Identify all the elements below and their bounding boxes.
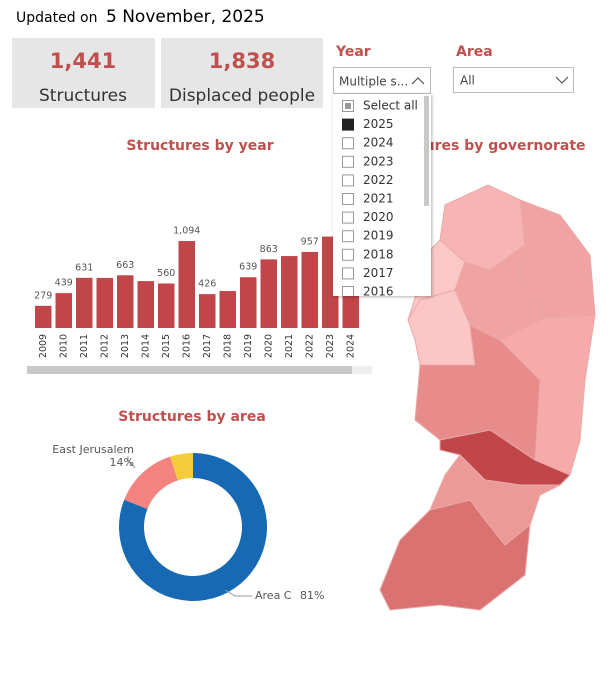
x-tick-label: 2019 [243,334,254,358]
slicer-title: Area [456,44,493,60]
leader-line [224,589,252,597]
slicer-title: Year [335,44,371,60]
x-tick-label: 2013 [120,334,131,358]
bar [137,281,154,328]
x-tick-label: 2015 [161,334,172,358]
list-item: 2021 [363,192,394,206]
x-tick-label: 2023 [325,334,336,358]
list-scrollbar[interactable] [424,96,429,206]
donut-slice [124,456,178,509]
leader-line [127,456,136,469]
updated-label: Updated on [16,10,97,26]
checkbox[interactable] [342,286,354,298]
list-item: 2016 [363,285,394,299]
list-item: 2024 [363,136,394,150]
region[interactable] [379,499,531,611]
list-item: Select all [363,99,418,113]
bar [158,283,175,328]
list-item: 2025 [363,117,394,131]
x-tick-label: 2011 [79,334,90,358]
bar [219,291,236,328]
checkbox-partial [345,103,351,109]
chevron [555,76,569,84]
bar [240,277,257,328]
bar [301,251,318,328]
x-tick-label: 2021 [284,334,295,358]
x-tick-label: 2022 [304,334,315,358]
x-tick-label: 2017 [202,334,213,358]
bar-title: Structures by year [126,138,273,154]
dropdown-value: All [460,74,475,88]
checkbox[interactable] [342,267,354,280]
bar [260,259,277,328]
x-tick-label: 2018 [222,334,233,358]
checkbox[interactable] [342,211,354,224]
list-items: Select all 2025 2024 2023 2022 2021 2020 2019 20… [342,99,418,299]
card-label: Displaced people [169,86,315,106]
dropdown[interactable] [333,67,431,94]
data-label: 279 [34,290,52,301]
data-label: 631 [75,262,93,273]
checkbox[interactable] [342,193,354,205]
list-item: 2022 [363,173,394,187]
data-label: 663 [116,260,134,271]
x-tick-label: 2020 [263,334,274,358]
data-label: 863 [260,244,278,255]
card [12,38,155,108]
map [379,184,596,611]
checkbox[interactable] [342,230,354,243]
dropdown-value: Multiple s... [339,75,408,89]
donut-slice [170,453,193,481]
slice-label: Area C [255,589,292,602]
donut-slice [118,453,267,601]
data-label: 1,094 [173,226,200,237]
x-tick-label: 2024 [345,334,356,358]
bar [55,293,72,328]
donut-title: Structures by area [118,409,266,425]
data-label: 957 [301,236,319,247]
list-item: 2020 [363,210,394,224]
bar [178,241,195,328]
checkbox[interactable] [342,174,354,187]
list-item: 2017 [363,266,394,280]
slice-value: 81% [300,589,324,602]
slice-value: 14% [110,456,134,469]
card-value: 1,838 [209,49,275,73]
bar [281,256,298,328]
bar [117,275,134,328]
scrollbar-thumb[interactable] [27,366,352,374]
data-label: 639 [239,262,257,273]
checkbox[interactable] [342,248,354,261]
card [161,38,323,108]
dropdown[interactable] [453,67,574,93]
checkbox[interactable] [342,155,354,168]
region[interactable] [414,324,541,461]
bar [96,277,113,328]
bar [199,294,216,328]
data-label: 426 [198,279,216,290]
list-item: 2023 [363,154,394,168]
x-tick-label: 2010 [58,334,69,358]
list-item: 2018 [363,247,394,261]
slice-label: East Jerusalem [52,443,134,456]
card-value: 1,441 [50,49,116,73]
data-label: 560 [157,268,175,279]
checkbox[interactable] [342,118,354,131]
bar [342,293,359,328]
checkbox[interactable] [342,137,354,150]
chevron [411,77,425,85]
card-label: Structures [39,86,127,106]
list-item: 2019 [363,229,394,243]
x-tick-label: 2009 [38,334,49,358]
data-label: 439 [55,278,73,289]
x-tick-label: 2016 [181,334,192,358]
x-tick-label: 2014 [140,334,151,358]
bar [35,305,52,328]
bar [76,277,93,328]
updated-date: 5 November, 2025 [106,7,265,27]
x-tick-label: 2012 [99,334,110,358]
